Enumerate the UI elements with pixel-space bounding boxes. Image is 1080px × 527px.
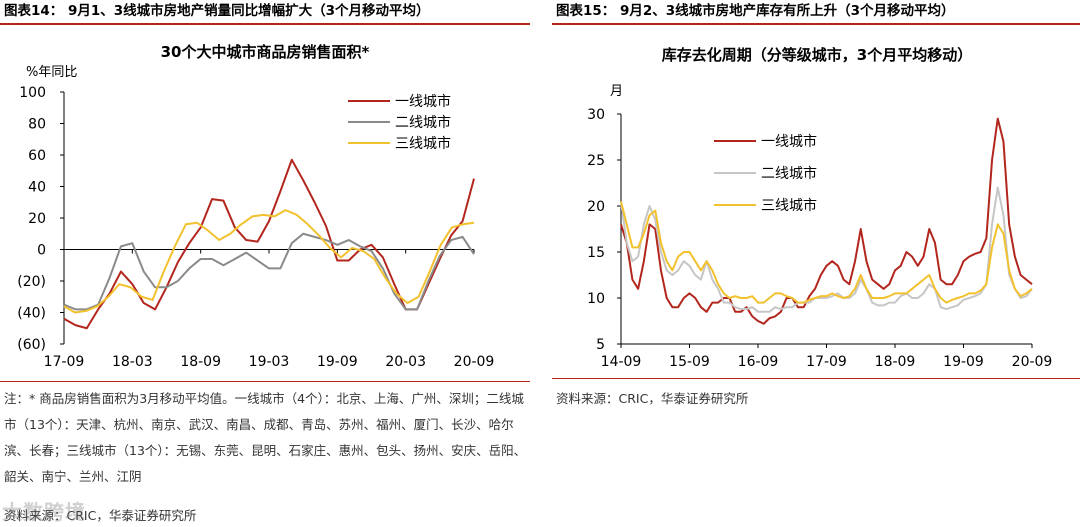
right-y-tick-label: 20	[587, 199, 605, 215]
left-y-tick-label: 20	[28, 211, 46, 227]
left-series-line-3	[63, 209, 475, 314]
left-figure-heading: 图表14： 9月1、3线城市房地产销量同比增幅扩大（3个月移动平均）	[4, 3, 430, 19]
right-y-tick-label: 5	[596, 337, 605, 353]
left-legend-label-3: 三线城市	[395, 135, 451, 152]
left-footnote: 注：* 商品房销售面积为3月移动平均值。一线城市（4个）：北京、上海、广州、深圳…	[4, 386, 530, 490]
left-footnote-text: 注：* 商品房销售面积为3月移动平均值。一线城市（4个）：北京、上海、广州、深圳…	[4, 391, 527, 484]
left-x-tick-label: 19-03	[249, 354, 290, 370]
left-y-axis-label: %年同比	[26, 65, 77, 80]
left-y-tick-label: (20)	[17, 274, 46, 290]
left-y-tick-label: 60	[28, 148, 46, 164]
right-y-tick-label: 10	[587, 291, 605, 307]
left-series-line-2	[63, 232, 475, 311]
right-y-tick-label: 30	[587, 107, 605, 123]
left-x-tick-label: 18-03	[112, 354, 153, 370]
right-series-line-1	[620, 117, 1033, 325]
left-x-tick-label: 17-09	[44, 354, 85, 370]
left-x-tick-label: 18-09	[180, 354, 221, 370]
right-y-axis-label: 月	[610, 84, 623, 99]
left-y-tick-label: 0	[37, 243, 46, 259]
right-x-tick-label: 16-09	[738, 354, 779, 370]
left-legend-label-1: 一线城市	[395, 93, 451, 110]
left-heading-rule	[0, 23, 530, 25]
right-x-tick-label: 15-09	[669, 354, 710, 370]
right-legend-label-1: 一线城市	[761, 133, 817, 150]
left-y-tick-label: 40	[28, 180, 46, 196]
right-y-tick-label: 15	[587, 245, 605, 261]
right-bottom-rule	[552, 378, 1080, 379]
right-y-tick-label: 25	[587, 153, 605, 169]
right-x-tick-label: 19-09	[943, 354, 984, 370]
left-y-tick-label: 80	[28, 117, 46, 133]
right-series-line-3	[620, 201, 1033, 304]
right-x-tick-label: 20-09	[1012, 354, 1053, 370]
right-series-line-2	[620, 186, 1033, 313]
right-chart: 库存去化周期（分等级城市，3个月平均移动） 月 30 25 20 15 10 514-09 15…	[587, 46, 1053, 370]
left-source: 资料来源：CRIC，华泰证券研究所	[4, 508, 197, 523]
left-chart-title: 30个大中城市商品房销售面积*	[161, 43, 370, 61]
left-series-line-1	[63, 158, 475, 330]
left-y-tick-label: (60)	[17, 337, 46, 353]
right-heading-rule	[552, 23, 1080, 25]
right-legend-label-3: 三线城市	[761, 197, 817, 214]
left-x-tick-label: 20-03	[385, 354, 426, 370]
left-y-tick-label: (40)	[17, 306, 46, 322]
right-x-tick-label: 14-09	[601, 354, 642, 370]
right-chart-title: 库存去化周期（分等级城市，3个月平均移动）	[662, 46, 972, 64]
left-y-tick-label: 100	[19, 85, 46, 101]
left-chart: 30个大中城市商品房销售面积* %年同比 100 80 60 40 20 0 (20) (40) (…	[17, 43, 495, 370]
right-x-tick-label: 18-09	[875, 354, 916, 370]
left-x-tick-label: 20-09	[454, 354, 495, 370]
right-x-tick-label: 17-09	[806, 354, 847, 370]
left-x-tick-label: 19-09	[317, 354, 358, 370]
right-figure-heading: 图表15： 9月2、3线城市房地产库存有所上升（3个月移动平均）	[556, 3, 955, 19]
left-legend-label-2: 二线城市	[395, 114, 451, 131]
left-bottom-rule	[0, 381, 530, 382]
watermark: 大数跨境	[2, 500, 86, 524]
right-legend-label-2: 二线城市	[761, 165, 817, 182]
right-source: 资料来源：CRIC，华泰证券研究所	[556, 391, 749, 406]
